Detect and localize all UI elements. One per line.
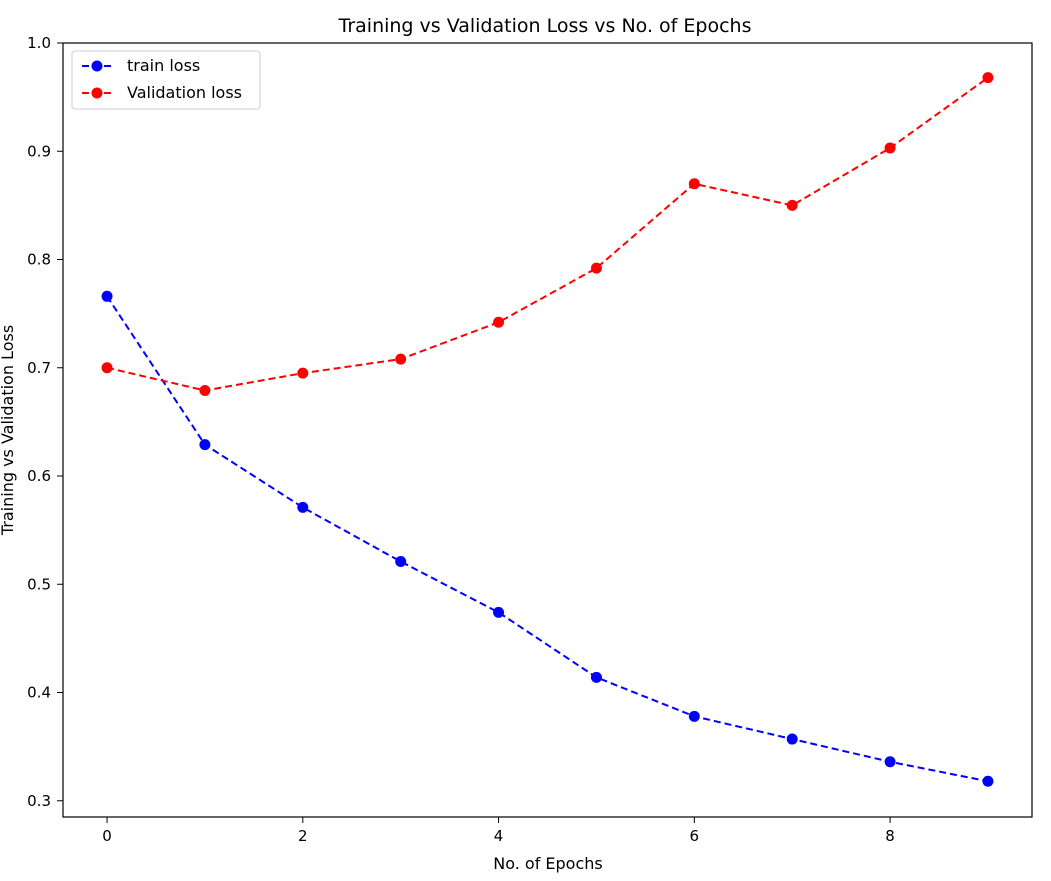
x-axis-label: No. of Epochs (493, 854, 602, 873)
data-point-0-3 (395, 556, 407, 568)
data-point-0-6 (688, 710, 700, 722)
y-tick-label-5: 0.8 (27, 251, 51, 269)
series-0 (101, 290, 994, 787)
series-1 (101, 72, 994, 396)
data-point-1-9 (982, 72, 994, 84)
data-point-0-8 (884, 756, 896, 768)
y-tick-label-6: 0.9 (27, 142, 51, 160)
data-point-0-1 (199, 439, 211, 451)
x-tick-label-4: 8 (885, 827, 895, 845)
data-point-0-0 (101, 290, 113, 302)
data-point-1-5 (590, 262, 602, 274)
data-point-0-4 (493, 606, 505, 618)
legend-marker-0 (91, 60, 103, 72)
data-point-0-2 (297, 501, 309, 513)
y-tick-label-4: 0.7 (27, 359, 51, 377)
x-tick-label-0: 0 (102, 827, 112, 845)
plot-area (101, 72, 994, 787)
axes-frame (62, 42, 1033, 818)
series-line-0 (106, 295, 989, 783)
data-point-0-9 (982, 775, 994, 787)
legend-box (71, 50, 261, 110)
data-point-1-1 (199, 384, 211, 396)
axes: 0 2 4 6 8 0.3 0.4 0.5 0.6 0.7 0.8 0.9 1.0 (27, 34, 1033, 845)
data-point-1-6 (688, 178, 700, 190)
x-tick-label-2: 4 (494, 827, 504, 845)
legend-marker-1 (91, 87, 103, 99)
y-axis-label: Training vs Validation Loss (0, 325, 17, 536)
series-line-1 (106, 76, 989, 392)
legend-label-1: Validation loss (127, 83, 242, 102)
y-tick-label-3: 0.6 (27, 467, 51, 485)
data-point-1-7 (786, 199, 798, 211)
data-point-0-7 (786, 733, 798, 745)
data-point-1-2 (297, 367, 309, 379)
data-point-1-0 (101, 362, 113, 374)
x-tick-label-1: 2 (298, 827, 308, 845)
data-point-1-4 (493, 316, 505, 328)
y-tick-label-1: 0.4 (27, 684, 51, 702)
x-tick-label-3: 6 (690, 827, 700, 845)
y-tick-label-7: 1.0 (27, 34, 51, 52)
data-point-1-3 (395, 353, 407, 365)
legend: train loss Validation loss (71, 50, 261, 110)
data-point-0-5 (590, 671, 602, 683)
y-tick-label-2: 0.5 (27, 575, 51, 593)
legend-label-0: train loss (127, 56, 200, 75)
data-point-1-8 (884, 142, 896, 154)
chart-title: Training vs Validation Loss vs No. of Ep… (338, 15, 752, 37)
y-tick-label-0: 0.3 (27, 792, 51, 810)
